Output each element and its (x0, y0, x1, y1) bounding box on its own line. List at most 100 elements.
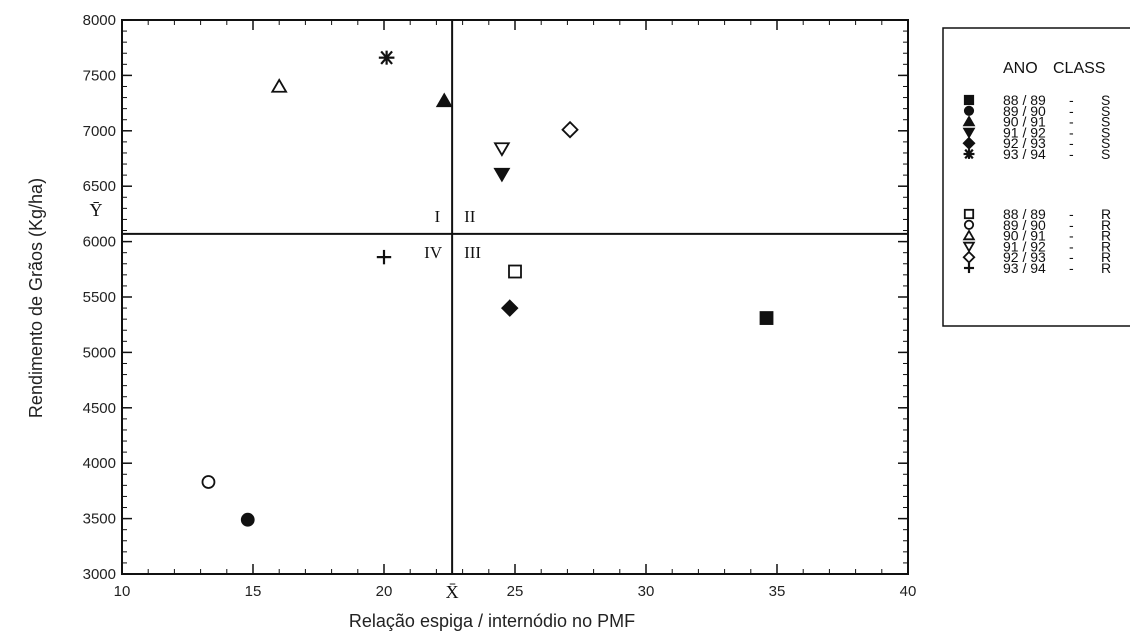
legend-entry: 92 / 93 - S (962, 135, 1110, 151)
legend-entry-ano: 93 / 94 (1003, 146, 1046, 162)
y-axis-title: Rendimento de Grãos (Kg/ha) (26, 178, 46, 418)
legend-entry-dash: - (1069, 260, 1074, 276)
x-tick-label: 30 (638, 583, 655, 600)
legend-marker (962, 250, 976, 264)
data-point-r-9192 (493, 142, 511, 157)
legend-entry-ano: 91 / 92 (1003, 124, 1046, 140)
plot-frame (121, 19, 909, 575)
legend-entry-class: R (1101, 228, 1111, 244)
legend-entry-class: S (1101, 146, 1110, 162)
marker-shape (561, 120, 579, 139)
marker-shape (508, 264, 522, 279)
legend-marker (963, 105, 975, 116)
marker-shape (270, 78, 288, 93)
quadrant-label-i: I (434, 207, 440, 226)
marker-shape (759, 311, 774, 325)
legend-entry-dash: - (1069, 124, 1074, 140)
legend-entry: 91 / 92 - R (962, 238, 1111, 254)
legend-entry-class: S (1101, 124, 1110, 140)
marker-shape (963, 94, 975, 106)
y-tick-label: 6500 (83, 178, 116, 195)
marker-shape (493, 142, 511, 157)
data-point-s-9091 (435, 92, 453, 108)
y-tick-label: 6000 (83, 234, 116, 251)
data-point-r-8889 (508, 264, 522, 279)
legend-marker (962, 115, 976, 127)
legend-marker (963, 94, 975, 106)
legend-marker (963, 148, 975, 160)
minor-ticks (121, 19, 909, 575)
x-tick-label: 40 (900, 583, 917, 600)
x-axis-title: Relação espiga / internódio no PMF (349, 611, 635, 631)
legend-entry-class: S (1101, 135, 1110, 151)
x-mean-label: X̄ (446, 582, 459, 602)
legend-entry-class: S (1101, 92, 1110, 108)
data-point-r-9394 (376, 249, 392, 265)
legend-entry: 89 / 90 - R (963, 217, 1111, 233)
legend-entry-dash: - (1069, 103, 1074, 119)
legend-entry: 88 / 89 - R (963, 206, 1111, 222)
legend-header-ano: ANO (1003, 60, 1038, 77)
legend-entry-dash: - (1069, 135, 1074, 151)
legend-entry-dash: - (1069, 249, 1074, 265)
legend-entry: 90 / 91 - S (962, 114, 1110, 130)
marker-shape (493, 167, 511, 183)
legend-header-class: CLASS (1053, 60, 1105, 77)
quadrant-label-iii: III (464, 243, 481, 262)
legend-entry-ano: 91 / 92 (1003, 238, 1046, 254)
legend-entry: 93 / 94 - R (963, 260, 1111, 276)
y-tick-label: 5000 (83, 344, 116, 361)
y-tick-label: 8000 (83, 12, 116, 29)
legend-marker (963, 262, 975, 274)
legend-marker (962, 127, 976, 139)
legend-entry: 90 / 91 - R (962, 228, 1111, 244)
legend-marker (962, 136, 976, 150)
data-point-s-9192 (493, 167, 511, 183)
y-tick-label: 3500 (83, 511, 116, 528)
data-point-r-8990 (201, 475, 216, 489)
plot-area: 10 15 20 25 30 35 40 3000 3500 4000 4500 5000 5500 6… (83, 12, 917, 602)
legend-entry-dash: - (1069, 217, 1074, 233)
legend-entry-ano: 89 / 90 (1003, 103, 1046, 119)
legend-entries: 88 / 89- S89 / 90- S90 / 91- S91 / 92- S92 /… (962, 92, 1111, 276)
y-tick-label: 4000 (83, 455, 116, 472)
y-tick-label: 3000 (83, 566, 116, 583)
legend-entry-dash: - (1069, 206, 1074, 222)
y-tick-label: 7000 (83, 123, 116, 140)
marker-shape (962, 115, 976, 127)
legend-entry: 93 / 94 - S (963, 146, 1110, 162)
major-ticks (121, 19, 909, 575)
marker-shape (435, 92, 453, 108)
marker-shape (962, 127, 976, 139)
legend-entry-class: S (1101, 114, 1110, 130)
x-tick-label: 15 (245, 583, 262, 600)
marker-shape (963, 208, 975, 220)
marker-shape (963, 219, 975, 230)
legend-entry-dash: - (1069, 114, 1074, 130)
x-tick-label: 35 (769, 583, 786, 600)
legend-entry-class: R (1101, 238, 1111, 254)
data-point-s-8990 (240, 512, 255, 527)
legend-entry-dash: - (1069, 146, 1074, 162)
marker-shape (962, 136, 976, 150)
marker-shape (962, 241, 976, 253)
y-tick-label: 7500 (83, 67, 116, 84)
legend-entry-class: R (1101, 249, 1111, 265)
legend-entry-ano: 88 / 89 (1003, 92, 1046, 108)
x-tick-label: 10 (114, 583, 131, 600)
marker-shape (962, 250, 976, 264)
legend-entry-dash: - (1069, 238, 1074, 254)
legend-entry-ano: 93 / 94 (1003, 260, 1046, 276)
legend-entry-dash: - (1069, 228, 1074, 244)
legend-entry-class: S (1101, 103, 1110, 119)
x-tick-label: 20 (376, 583, 393, 600)
quadrant-label-ii: II (464, 207, 476, 226)
legend-entry-class: R (1101, 260, 1111, 276)
legend: ANO CLASS 88 / 89- S89 / 90- S90 / 91- S91 … (942, 27, 1130, 327)
legend-marker (962, 241, 976, 253)
legend-entry: 88 / 89 - S (963, 92, 1110, 108)
legend-entry-class: R (1101, 217, 1111, 233)
quadrant-label-iv: IV (424, 243, 443, 262)
data-markers (201, 50, 774, 527)
